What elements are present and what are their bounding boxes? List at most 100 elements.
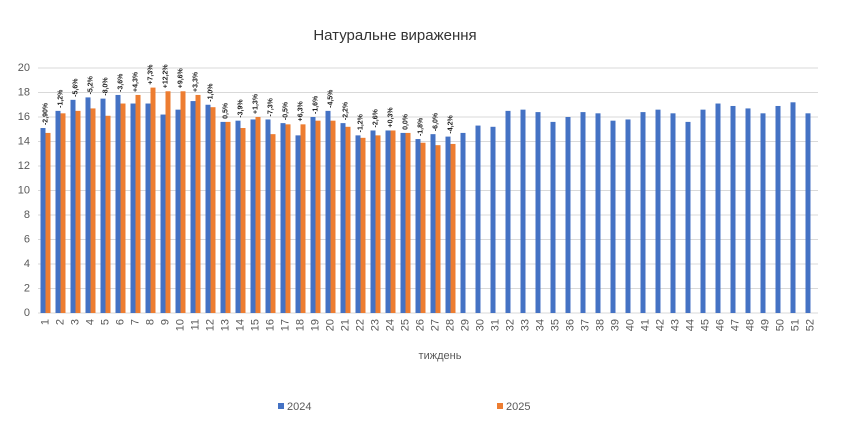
bar [265, 119, 271, 313]
x-tick-label: 24 [384, 319, 396, 331]
bar [255, 117, 261, 313]
x-tick-label: 26 [414, 319, 426, 331]
bar [370, 130, 376, 313]
bar [240, 128, 246, 313]
x-tick-label: 28 [444, 319, 456, 331]
data-label: +3,3% [192, 71, 199, 92]
legend-swatch [278, 403, 284, 409]
data-label: -5,6% [72, 78, 79, 97]
data-label: -3,9% [237, 99, 244, 118]
x-tick-label: 40 [624, 319, 636, 331]
x-tick-label: 36 [564, 319, 576, 331]
data-label: +0,3% [387, 107, 394, 128]
bar [520, 109, 526, 314]
bar [45, 132, 51, 313]
data-label: +1,3% [252, 93, 259, 114]
bar [715, 103, 721, 314]
bar [535, 112, 541, 313]
data-label: -2,6% [372, 108, 379, 127]
x-tick-label: 22 [354, 319, 366, 331]
x-tick-label: 42 [654, 319, 666, 331]
bar [235, 120, 241, 313]
x-tick-label: 29 [459, 319, 471, 331]
x-tick-label: 20 [324, 319, 336, 331]
x-tick-label: 19 [309, 319, 321, 331]
x-tick-label: 8 [144, 319, 156, 325]
data-label: -6,0% [432, 112, 439, 131]
bar [685, 121, 691, 314]
bar [745, 108, 751, 313]
x-tick-label: 3 [69, 319, 81, 325]
bar [130, 103, 136, 314]
bar [190, 101, 196, 313]
data-label: -2,2% [342, 101, 349, 120]
x-tick-label: 41 [639, 319, 651, 331]
x-tick-label: 45 [699, 319, 711, 331]
bar [300, 124, 306, 313]
bar [655, 109, 661, 314]
data-label: +6,3% [297, 101, 304, 122]
x-tick-label: 13 [219, 319, 231, 331]
x-tick-label: 38 [594, 319, 606, 331]
x-tick-label: 12 [204, 319, 216, 331]
x-tick-label: 52 [804, 319, 816, 331]
legend-label: 2025 [506, 401, 530, 413]
legend-label: 2024 [287, 401, 311, 413]
bar [490, 126, 496, 313]
bar [550, 121, 556, 314]
bar [180, 91, 186, 314]
bar [340, 123, 346, 313]
x-tick-label: 30 [474, 319, 486, 331]
data-label: +4,3% [132, 71, 139, 92]
bar [670, 113, 676, 313]
bar [580, 112, 586, 313]
x-tick-label: 2 [54, 319, 66, 325]
x-tick-label: 44 [684, 319, 696, 331]
x-tick-label: 23 [369, 319, 381, 331]
x-tick-label: 1 [39, 319, 51, 325]
y-tick-label: 16 [18, 111, 30, 123]
bar [55, 110, 61, 313]
x-tick-label: 35 [549, 319, 561, 331]
bar [195, 94, 201, 313]
data-label: -1,2% [357, 113, 364, 132]
bar [420, 142, 426, 313]
bar [385, 130, 391, 313]
bar [295, 135, 301, 313]
x-tick-label: 46 [714, 319, 726, 331]
bar [330, 120, 336, 313]
x-tick-label: 47 [729, 319, 741, 331]
bar [760, 113, 766, 313]
bar [280, 123, 286, 313]
x-tick-label: 4 [84, 319, 96, 325]
x-tick-label: 9 [159, 319, 171, 325]
bar [610, 120, 616, 313]
x-tick-label: 32 [504, 319, 516, 331]
bar [100, 98, 106, 313]
bar [390, 130, 396, 313]
x-tick-label: 10 [174, 319, 186, 331]
y-tick-label: 18 [18, 86, 30, 98]
y-tick-label: 6 [24, 233, 30, 245]
bar [75, 110, 81, 313]
bar [175, 109, 181, 314]
bar [205, 104, 211, 313]
x-tick-label: 49 [759, 319, 771, 331]
bar [145, 103, 151, 314]
bar [775, 105, 781, 313]
bar [40, 128, 46, 313]
x-tick-label: 21 [339, 319, 351, 331]
bar [160, 114, 166, 313]
data-label: +12,2% [162, 64, 169, 89]
bar [210, 107, 216, 313]
chart-title: Натуральне вираження [313, 27, 476, 44]
data-label: -4,2% [447, 115, 454, 134]
bar [60, 113, 66, 313]
bar [355, 135, 361, 313]
data-label: -8,0% [102, 77, 109, 96]
x-tick-label: 33 [519, 319, 531, 331]
data-label: -1,6% [312, 95, 319, 114]
bar [310, 117, 316, 313]
bar [625, 119, 631, 313]
bar [105, 115, 111, 314]
